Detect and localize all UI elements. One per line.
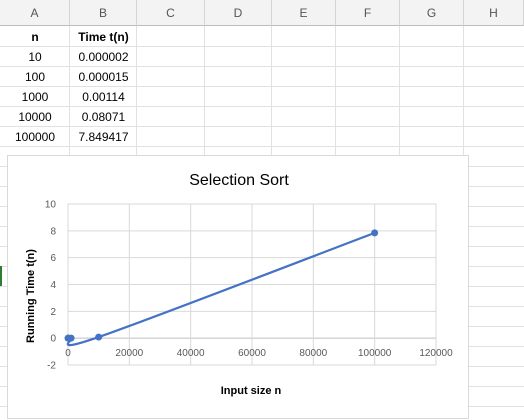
cell-time-3[interactable]: 0.00114 bbox=[82, 90, 125, 104]
data-point[interactable] bbox=[95, 333, 103, 341]
y-tick-label: 8 bbox=[50, 226, 56, 237]
grid-lines bbox=[67, 203, 437, 366]
column-header-c[interactable]: C bbox=[137, 0, 205, 26]
chart-svg: Selection Sort -2 0 2 4 6 8 10 0 20000 40000 60000… bbox=[25, 172, 453, 397]
cell-time-2[interactable]: 0.000015 bbox=[78, 70, 129, 84]
series-line bbox=[66, 231, 376, 347]
column-header-d[interactable]: D bbox=[205, 0, 272, 26]
column-header-a[interactable]: A bbox=[0, 0, 70, 26]
data-point[interactable] bbox=[67, 334, 75, 342]
y-tick-label: 4 bbox=[50, 280, 56, 291]
cell-n-3[interactable]: 1000 bbox=[21, 90, 49, 104]
chart[interactable]: Selection Sort -2 0 2 4 6 8 10 0 20000 40000 60000… bbox=[7, 155, 469, 419]
selection-indicator bbox=[0, 266, 2, 286]
data-point[interactable] bbox=[371, 229, 379, 237]
series-selection-sort bbox=[64, 229, 379, 347]
cell-n-4[interactable]: 10000 bbox=[18, 110, 52, 124]
x-tick-label: 20000 bbox=[115, 348, 143, 359]
x-tick-label: 0 bbox=[65, 348, 71, 359]
header-cell-time[interactable]: Time t(n) bbox=[78, 30, 129, 44]
y-tick-label: 6 bbox=[50, 253, 56, 264]
column-header-e[interactable]: E bbox=[272, 0, 336, 26]
column-header-b[interactable]: B bbox=[70, 0, 137, 26]
header-cell-n[interactable]: n bbox=[31, 30, 39, 44]
chart-title: Selection Sort bbox=[189, 172, 289, 189]
axis-ticks: -2 0 2 4 6 8 10 0 20000 40000 60000 80000 100000 1200… bbox=[45, 200, 453, 372]
x-tick-label: 120000 bbox=[419, 348, 453, 359]
y-axis-title: Running Time t(n) bbox=[25, 249, 37, 343]
column-header-f[interactable]: F bbox=[336, 0, 400, 26]
x-axis-title: Input size n bbox=[221, 385, 282, 397]
cell-n-5[interactable]: 100000 bbox=[14, 130, 56, 144]
y-tick-label: -2 bbox=[47, 361, 56, 372]
column-header-g[interactable]: G bbox=[400, 0, 464, 26]
column-header-h[interactable]: H bbox=[464, 0, 524, 26]
x-tick-label: 40000 bbox=[177, 348, 205, 359]
cell-time-4[interactable]: 0.08071 bbox=[81, 110, 126, 124]
cell-n-2[interactable]: 100 bbox=[24, 70, 46, 84]
cell-n-1[interactable]: 10 bbox=[28, 50, 42, 64]
x-tick-label: 60000 bbox=[238, 348, 266, 359]
x-tick-label: 100000 bbox=[358, 348, 392, 359]
y-tick-label: 2 bbox=[50, 307, 56, 318]
x-tick-label: 80000 bbox=[299, 348, 327, 359]
y-tick-label: 10 bbox=[45, 200, 57, 211]
y-tick-label: 0 bbox=[50, 334, 56, 345]
cell-time-1[interactable]: 0.000002 bbox=[78, 50, 129, 64]
cell-time-5[interactable]: 7.849417 bbox=[78, 130, 129, 144]
